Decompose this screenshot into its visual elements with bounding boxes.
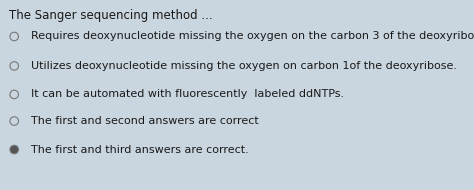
Text: Requires deoxynucleotide missing the oxygen on the carbon 3 of the deoxyribose.: Requires deoxynucleotide missing the oxy… bbox=[31, 32, 474, 41]
Ellipse shape bbox=[10, 145, 18, 154]
Text: It can be automated with fluorescently  labeled ddNTPs.: It can be automated with fluorescently l… bbox=[31, 89, 344, 99]
Text: The first and second answers are correct: The first and second answers are correct bbox=[31, 116, 258, 126]
Text: The first and third answers are correct.: The first and third answers are correct. bbox=[31, 145, 248, 154]
Text: The Sanger sequencing method ...: The Sanger sequencing method ... bbox=[9, 9, 212, 21]
Text: Utilizes deoxynucleotide missing the oxygen on carbon 1of the deoxyribose.: Utilizes deoxynucleotide missing the oxy… bbox=[31, 61, 457, 71]
